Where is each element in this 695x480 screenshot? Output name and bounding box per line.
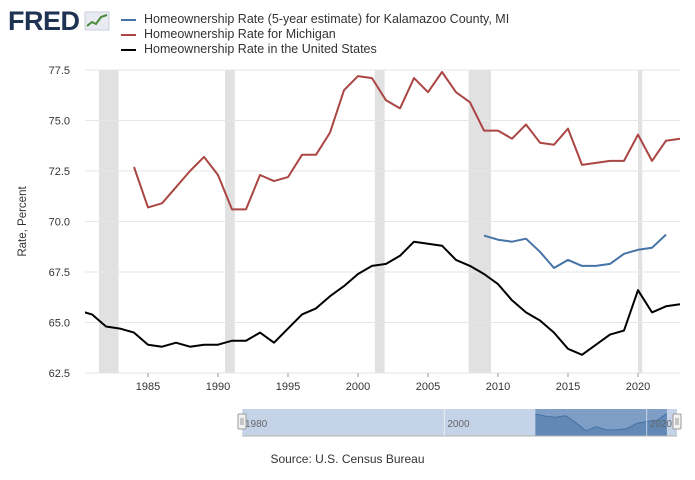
navigator-series-area [535,413,667,436]
y-axis-label: Rate, Percent [17,186,29,257]
navigator-series-line [535,413,668,432]
fred-logo[interactable]: FRED [8,6,110,36]
navigator-tick-label: 2020 [650,419,673,430]
y-tick-label: 75.0 [49,116,70,128]
navigator-left-handle[interactable] [237,413,247,430]
y-tick-label: 72.5 [49,166,70,178]
x-tick-label: 2000 [346,381,370,393]
x-tick-label: 1995 [276,381,300,393]
legend-item-michigan[interactable]: Homeownership Rate for Michigan [121,27,509,42]
series-line-michigan[interactable] [133,71,680,211]
legend-swatch-us [121,48,136,51]
navigator-right-handle[interactable] [672,413,682,430]
legend-label-michigan: Homeownership Rate for Michigan [144,27,336,41]
x-tick-label: 2015 [556,381,580,393]
navigator-tick-label: 2000 [447,419,470,430]
y-tick-label: 77.5 [49,65,70,77]
y-tick-label: 62.5 [49,368,70,380]
x-tick-label: 1990 [206,381,230,393]
source-note: Source: U.S. Census Bureau [270,452,425,466]
y-tick-label: 70.0 [49,217,70,229]
x-tick-label: 1985 [136,381,160,393]
legend-swatch-county [121,18,136,21]
fred-logo-text: FRED [8,5,80,36]
y-tick-label: 67.5 [49,267,70,279]
legend-label-us: Homeownership Rate in the United States [144,42,377,56]
y-tick-label: 65.0 [49,318,70,330]
fred-line-graph-icon [84,11,109,31]
legend-item-us[interactable]: Homeownership Rate in the United States [121,42,509,57]
line-chart: 62.5 65.0 67.5 70.0 72.5 75.0 77.5 1985 1990 1995… [17,65,682,437]
x-tick-label: 2020 [626,381,650,393]
series-line-us[interactable] [78,240,680,356]
legend-swatch-michigan [121,33,136,36]
chart-legend: Homeownership Rate (5-year estimate) for… [121,12,509,57]
x-tick-label: 2010 [486,381,510,393]
legend-label-county: Homeownership Rate (5-year estimate) for… [144,12,510,26]
x-tick-label: 2005 [416,381,440,393]
navigator-tick-label: 1980 [245,419,268,430]
legend-item-county[interactable]: Homeownership Rate (5-year estimate) for… [121,12,509,27]
series-line-county[interactable] [483,233,667,269]
